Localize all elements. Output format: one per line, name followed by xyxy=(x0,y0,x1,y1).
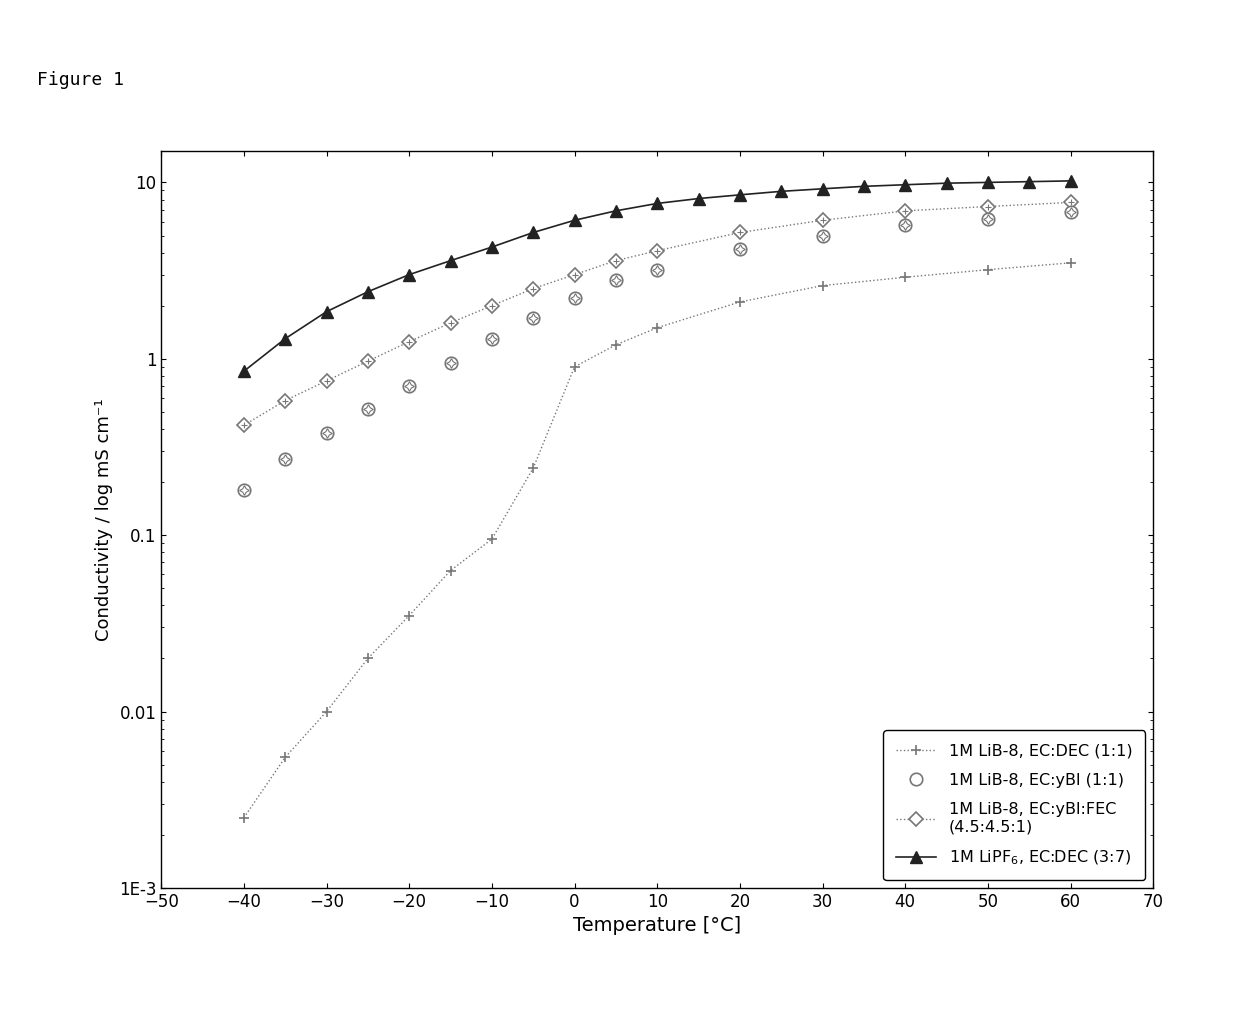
1M LiB-8, EC:yBl (1:1) xyxy=(733,243,748,255)
1M LiB-8, EC:yBl (1:1) xyxy=(361,403,376,415)
1M LiPF$_6$, EC:DEC (3:7) xyxy=(981,177,996,189)
Line: 1M LiB-8, EC:yBl (1:1): 1M LiB-8, EC:yBl (1:1) xyxy=(238,206,1076,496)
1M LiB-8, EC:yBl (1:1) xyxy=(609,273,624,286)
1M LiB-8, EC:yBl:FEC
(4.5:4.5:1) xyxy=(485,300,500,312)
1M LiPF$_6$, EC:DEC (3:7) xyxy=(609,205,624,217)
1M LiB-8, EC:DEC (1:1) xyxy=(526,462,541,474)
1M LiB-8, EC:yBl (1:1) xyxy=(650,263,665,275)
1M LiPF$_6$, EC:DEC (3:7) xyxy=(650,198,665,210)
1M LiB-8, EC:yBl:FEC
(4.5:4.5:1) xyxy=(319,374,334,386)
1M LiB-8, EC:DEC (1:1) xyxy=(402,609,417,622)
1M LiB-8, EC:yBl:FEC
(4.5:4.5:1) xyxy=(981,201,996,213)
Line: 1M LiB-8, EC:DEC (1:1): 1M LiB-8, EC:DEC (1:1) xyxy=(239,258,1075,822)
1M LiPF$_6$, EC:DEC (3:7) xyxy=(939,178,954,190)
1M LiB-8, EC:DEC (1:1) xyxy=(815,279,830,292)
1M LiB-8, EC:yBl:FEC
(4.5:4.5:1) xyxy=(815,214,830,226)
1M LiB-8, EC:DEC (1:1) xyxy=(981,263,996,275)
1M LiB-8, EC:yBl:FEC
(4.5:4.5:1) xyxy=(650,244,665,256)
1M LiPF$_6$, EC:DEC (3:7) xyxy=(733,189,748,201)
1M LiB-8, EC:DEC (1:1) xyxy=(1063,256,1078,268)
1M LiB-8, EC:yBl:FEC
(4.5:4.5:1) xyxy=(278,395,293,407)
1M LiPF$_6$, EC:DEC (3:7) xyxy=(485,241,500,253)
1M LiPF$_6$, EC:DEC (3:7) xyxy=(402,268,417,281)
1M LiB-8, EC:DEC (1:1) xyxy=(650,322,665,334)
1M LiB-8, EC:DEC (1:1) xyxy=(567,361,582,373)
1M LiB-8, EC:yBl (1:1) xyxy=(402,380,417,393)
1M LiPF$_6$, EC:DEC (3:7) xyxy=(278,333,293,345)
1M LiB-8, EC:yBl:FEC
(4.5:4.5:1) xyxy=(526,283,541,295)
1M LiB-8, EC:yBl (1:1) xyxy=(898,219,913,231)
1M LiPF$_6$, EC:DEC (3:7) xyxy=(567,214,582,226)
1M LiPF$_6$, EC:DEC (3:7) xyxy=(1063,175,1078,187)
1M LiPF$_6$, EC:DEC (3:7) xyxy=(815,183,830,195)
1M LiB-8, EC:yBl (1:1) xyxy=(443,356,458,368)
1M LiB-8, EC:yBl:FEC
(4.5:4.5:1) xyxy=(1063,197,1078,209)
1M LiB-8, EC:DEC (1:1) xyxy=(278,752,293,764)
1M LiB-8, EC:DEC (1:1) xyxy=(609,339,624,351)
1M LiB-8, EC:DEC (1:1) xyxy=(237,811,252,823)
Line: 1M LiB-8, EC:yBl:FEC
(4.5:4.5:1): 1M LiB-8, EC:yBl:FEC (4.5:4.5:1) xyxy=(239,198,1075,430)
1M LiB-8, EC:DEC (1:1) xyxy=(319,705,334,717)
1M LiB-8, EC:yBl:FEC
(4.5:4.5:1) xyxy=(361,355,376,367)
1M LiB-8, EC:yBl:FEC
(4.5:4.5:1) xyxy=(609,254,624,266)
1M LiB-8, EC:DEC (1:1) xyxy=(733,296,748,308)
1M LiPF$_6$, EC:DEC (3:7) xyxy=(237,365,252,377)
1M LiPF$_6$, EC:DEC (3:7) xyxy=(443,254,458,266)
1M LiPF$_6$, EC:DEC (3:7) xyxy=(774,186,789,198)
1M LiB-8, EC:yBl:FEC
(4.5:4.5:1) xyxy=(402,336,417,348)
1M LiB-8, EC:DEC (1:1) xyxy=(443,564,458,576)
1M LiB-8, EC:yBl (1:1) xyxy=(237,484,252,496)
1M LiB-8, EC:yBl (1:1) xyxy=(526,312,541,324)
Legend: 1M LiB-8, EC:DEC (1:1), 1M LiB-8, EC:yBl (1:1), 1M LiB-8, EC:yBl:FEC
(4.5:4.5:1): 1M LiB-8, EC:DEC (1:1), 1M LiB-8, EC:yBl… xyxy=(883,731,1146,880)
Y-axis label: Conductivity / log mS cm⁻¹: Conductivity / log mS cm⁻¹ xyxy=(95,399,113,641)
1M LiB-8, EC:DEC (1:1) xyxy=(361,653,376,665)
1M LiB-8, EC:DEC (1:1) xyxy=(485,533,500,545)
1M LiB-8, EC:yBl (1:1) xyxy=(1063,206,1078,218)
1M LiPF$_6$, EC:DEC (3:7) xyxy=(361,286,376,298)
1M LiB-8, EC:yBl (1:1) xyxy=(319,427,334,439)
1M LiB-8, EC:yBl (1:1) xyxy=(815,229,830,241)
1M LiB-8, EC:DEC (1:1) xyxy=(898,271,913,284)
1M LiPF$_6$, EC:DEC (3:7) xyxy=(526,226,541,238)
1M LiB-8, EC:yBl:FEC
(4.5:4.5:1) xyxy=(733,226,748,238)
1M LiB-8, EC:yBl (1:1) xyxy=(278,453,293,465)
Line: 1M LiPF$_6$, EC:DEC (3:7): 1M LiPF$_6$, EC:DEC (3:7) xyxy=(238,175,1076,377)
1M LiB-8, EC:yBl (1:1) xyxy=(567,293,582,305)
1M LiPF$_6$, EC:DEC (3:7) xyxy=(1022,176,1037,188)
1M LiPF$_6$, EC:DEC (3:7) xyxy=(691,193,706,205)
1M LiPF$_6$, EC:DEC (3:7) xyxy=(857,181,872,193)
1M LiB-8, EC:yBl:FEC
(4.5:4.5:1) xyxy=(567,268,582,281)
1M LiB-8, EC:yBl (1:1) xyxy=(981,213,996,225)
X-axis label: Temperature [°C]: Temperature [°C] xyxy=(573,916,742,935)
1M LiB-8, EC:yBl:FEC
(4.5:4.5:1) xyxy=(898,205,913,217)
Text: Figure 1: Figure 1 xyxy=(37,71,124,89)
1M LiB-8, EC:yBl:FEC
(4.5:4.5:1) xyxy=(237,419,252,431)
1M LiB-8, EC:yBl (1:1) xyxy=(485,333,500,345)
1M LiB-8, EC:yBl:FEC
(4.5:4.5:1) xyxy=(443,317,458,329)
1M LiPF$_6$, EC:DEC (3:7) xyxy=(319,306,334,318)
1M LiPF$_6$, EC:DEC (3:7) xyxy=(898,179,913,191)
